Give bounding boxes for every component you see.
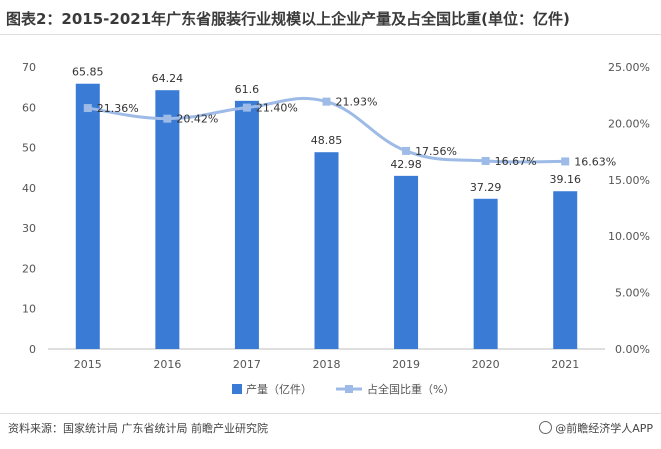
x-tick-label: 2016 (153, 358, 181, 371)
right-tick-label: 5.00% (615, 287, 650, 300)
left-axis: 0 10 20 30 40 50 60 70 (22, 61, 36, 356)
line-point (481, 156, 490, 165)
line-point (402, 146, 411, 155)
legend-swatch-bar (232, 384, 242, 394)
bar (155, 90, 180, 349)
x-tick-label: 2019 (392, 358, 420, 371)
line-point (242, 103, 251, 112)
line-value-label: 16.67% (495, 155, 537, 168)
right-axis: 0.00% 5.00% 10.00% 15.00% 20.00% 25.00% (608, 61, 650, 356)
bar-value-label: 37.29 (470, 181, 502, 194)
right-tick-label: 20.00% (608, 117, 650, 130)
line-point (322, 97, 331, 106)
bar-value-label: 42.98 (390, 158, 422, 171)
brand-text: @前瞻经济学人APP (555, 422, 653, 435)
right-tick-label: 15.00% (608, 174, 650, 187)
bar (75, 83, 100, 350)
line-point (163, 114, 172, 123)
line-value-label: 21.40% (256, 102, 298, 115)
brand-credit: @前瞻经济学人APP (539, 420, 653, 436)
title-divider (0, 34, 661, 35)
line-value-label: 21.93% (336, 96, 378, 109)
left-tick-label: 30 (22, 222, 36, 235)
bar (314, 152, 339, 349)
line-value-label: 21.36% (97, 102, 139, 115)
line-value-label: 16.63% (574, 155, 616, 168)
bar-value-label: 61.6 (235, 83, 260, 96)
line-point (561, 157, 570, 166)
bar (394, 175, 419, 349)
brand-logo-icon (539, 421, 553, 434)
line-series: 21.36% 20.42% 21.40% 21.93% 17.56% 16.67% 16.6… (83, 96, 616, 168)
line-value-label: 17.56% (415, 145, 457, 158)
bar-value-label: 64.24 (152, 72, 184, 85)
x-tick-label: 2017 (233, 358, 261, 371)
x-tick-label: 2018 (313, 358, 341, 371)
x-tick-label: 2015 (74, 358, 102, 371)
x-axis-labels: 2015 2016 2017 2018 2019 2020 2021 (74, 358, 579, 371)
bar-value-label: 39.16 (549, 173, 581, 186)
left-tick-label: 50 (22, 142, 36, 155)
left-tick-label: 20 (22, 262, 36, 275)
left-tick-label: 10 (22, 303, 36, 316)
left-tick-label: 40 (22, 182, 36, 195)
legend-label-bar: 产量（亿件） (246, 382, 312, 396)
line-point (83, 104, 92, 113)
x-tick-label: 2021 (551, 358, 579, 371)
right-tick-label: 0.00% (615, 343, 650, 356)
left-tick-label: 60 (22, 101, 36, 114)
right-tick-label: 10.00% (608, 230, 650, 243)
legend-label-line: 占全国比重（%） (367, 382, 454, 396)
source-note: 资料来源：国家统计局 广东省统计局 前瞻产业研究院 (8, 422, 268, 435)
bar-value-label: 65.85 (72, 66, 104, 79)
left-tick-label: 0 (29, 343, 36, 356)
chart-title: 图表2：2015-2021年广东省服装行业规模以上企业产量及占全国比重(单位：亿… (6, 10, 570, 28)
legend: 产量（亿件） 占全国比重（%） (232, 382, 454, 396)
x-tick-label: 2020 (472, 358, 500, 371)
bar (473, 198, 498, 349)
right-tick-label: 25.00% (608, 61, 650, 74)
bar (553, 191, 578, 349)
legend-swatch-marker (345, 385, 353, 393)
line-value-label: 20.42% (176, 113, 218, 126)
footer-divider (0, 413, 661, 414)
bar-series: 65.85 64.24 61.6 48.85 42.98 37.29 39.16 (72, 66, 581, 350)
bar-value-label: 48.85 (311, 134, 343, 147)
bar (234, 100, 259, 349)
left-tick-label: 70 (22, 61, 36, 74)
